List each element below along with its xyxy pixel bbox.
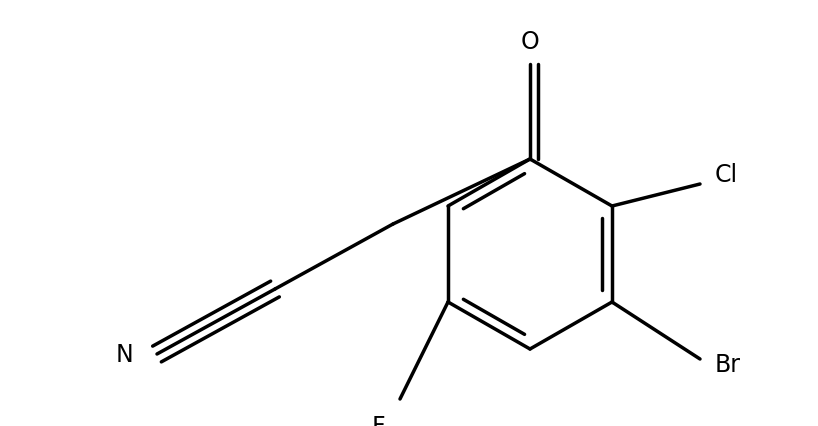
Text: O: O: [520, 30, 539, 54]
Text: Br: Br: [715, 352, 741, 376]
Text: Cl: Cl: [715, 163, 738, 187]
Text: F: F: [371, 414, 384, 426]
Text: N: N: [116, 342, 134, 366]
